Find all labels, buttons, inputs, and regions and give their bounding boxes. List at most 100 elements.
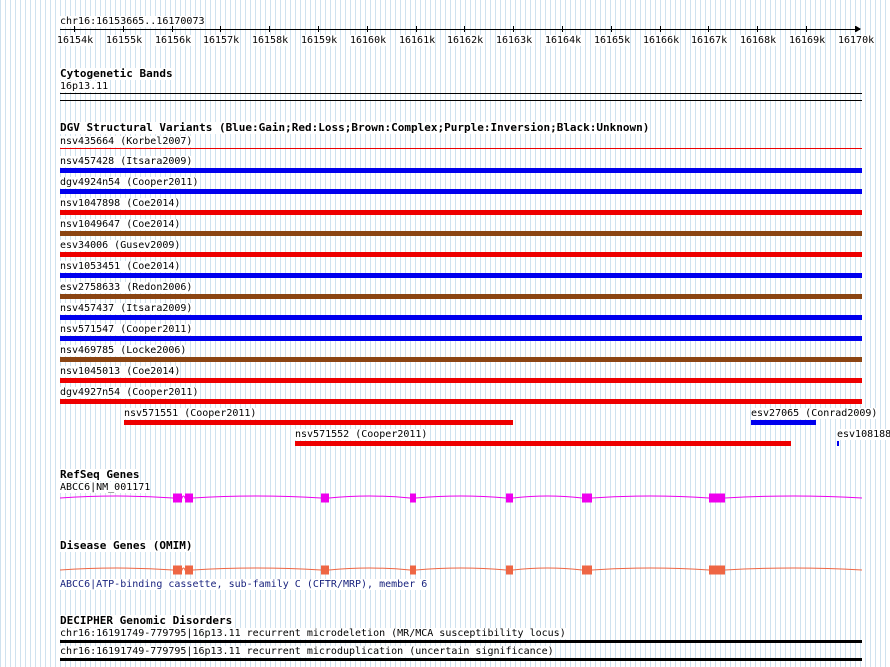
ruler-tick-mark bbox=[367, 26, 368, 32]
ruler-tick-label: 16157k bbox=[203, 35, 240, 46]
decipher-title: DECIPHER Genomic Disorders bbox=[60, 614, 233, 627]
dgv-variant-bar-gain[interactable] bbox=[60, 273, 862, 278]
dgv-variant-bar-loss[interactable] bbox=[60, 148, 862, 149]
ruler-tick-label: 16158k bbox=[252, 35, 289, 46]
ruler-tick-mark bbox=[123, 26, 124, 32]
ruler-tick-mark bbox=[269, 26, 270, 32]
ruler-tick-label: 16166k bbox=[643, 35, 680, 46]
ruler-tick-mark bbox=[172, 26, 173, 32]
refseq-title: RefSeq Genes bbox=[60, 468, 140, 481]
omim-exon[interactable] bbox=[506, 565, 513, 575]
ruler-tick-mark bbox=[220, 26, 221, 32]
ruler-tick-mark bbox=[513, 26, 514, 32]
dgv-variant-bar-complex[interactable] bbox=[60, 231, 862, 236]
dgv-variant-bar-loss[interactable] bbox=[295, 441, 791, 446]
ruler-axis bbox=[60, 29, 860, 30]
dgv-variant-label[interactable]: esv108188 bbox=[837, 429, 890, 440]
dgv-variant-label[interactable]: nsv1045013 (Coe2014) bbox=[60, 366, 181, 377]
dgv-variant-label[interactable]: esv2758633 (Redon2006) bbox=[60, 282, 193, 293]
dgv-variant-label[interactable]: nsv435664 (Korbel2007) bbox=[60, 136, 193, 147]
disease-title: Disease Genes (OMIM) bbox=[60, 539, 193, 552]
ruler-tick-label: 16165k bbox=[594, 35, 631, 46]
omim-exon[interactable] bbox=[582, 565, 592, 575]
ruler-tick-label: 16164k bbox=[545, 35, 582, 46]
dgv-variant-label[interactable]: esv27065 (Conrad2009) bbox=[751, 408, 878, 419]
cytoband-outline-top bbox=[60, 93, 862, 94]
dgv-variant-bar-gain[interactable] bbox=[751, 420, 816, 425]
dgv-variant-label[interactable]: nsv1053451 (Coe2014) bbox=[60, 261, 181, 272]
ruler-tick-label: 16163k bbox=[496, 35, 533, 46]
dgv-variant-label[interactable]: nsv457428 (Itsara2009) bbox=[60, 156, 193, 167]
dgv-variant-label[interactable]: nsv1047898 (Coe2014) bbox=[60, 198, 181, 209]
dgv-variant-label[interactable]: nsv457437 (Itsara2009) bbox=[60, 303, 193, 314]
ruler-tick-label: 16156k bbox=[155, 35, 192, 46]
ruler-tick-mark bbox=[708, 26, 709, 32]
cytobands-title: Cytogenetic Bands bbox=[60, 67, 173, 80]
omim-exon[interactable] bbox=[709, 565, 725, 575]
ruler-tick-label: 16168k bbox=[740, 35, 777, 46]
decipher-item-duplication[interactable]: chr16:16191749-779795|16p13.11 recurrent… bbox=[60, 646, 554, 657]
dgv-variant-label[interactable]: esv34006 (Gusev2009) bbox=[60, 240, 181, 251]
omim-exon[interactable] bbox=[173, 565, 182, 575]
ruler-tick-mark bbox=[806, 26, 807, 32]
ruler-location: chr16:16153665..16170073 bbox=[60, 16, 205, 27]
dgv-variant-label[interactable]: dgv4924n54 (Cooper2011) bbox=[60, 177, 199, 188]
ruler-tick-label: 16169k bbox=[789, 35, 826, 46]
ruler-tick-mark bbox=[74, 26, 75, 32]
dgv-variant-bar-complex[interactable] bbox=[60, 294, 862, 299]
disease-gene-description[interactable]: ABCC6|ATP-binding cassette, sub-family C… bbox=[60, 579, 428, 590]
refseq-exon[interactable] bbox=[709, 493, 725, 503]
refseq-exon[interactable] bbox=[410, 493, 416, 503]
dgv-variant-label[interactable]: nsv571552 (Cooper2011) bbox=[295, 429, 428, 440]
cytoband-outline-bottom bbox=[60, 100, 862, 101]
dgv-variant-label[interactable]: nsv469785 (Locke2006) bbox=[60, 345, 187, 356]
ruler-tick-mark bbox=[611, 26, 612, 32]
dgv-variant-bar-gain[interactable] bbox=[60, 189, 862, 194]
omim-exon[interactable] bbox=[321, 565, 329, 575]
ruler-tick-label: 16160k bbox=[350, 35, 387, 46]
dgv-variant-label[interactable]: nsv571551 (Cooper2011) bbox=[124, 408, 257, 419]
ruler-tick-label: 16154k bbox=[57, 35, 94, 46]
ruler-tick-label: 16170k bbox=[838, 35, 875, 46]
ruler-tick-mark bbox=[318, 26, 319, 32]
dgv-variant-bar-complex[interactable] bbox=[60, 357, 862, 362]
ruler-tick-mark bbox=[855, 26, 856, 32]
ruler-tick-mark bbox=[416, 26, 417, 32]
decipher-item-deletion[interactable]: chr16:16191749-779795|16p13.11 recurrent… bbox=[60, 628, 566, 639]
ruler-tick-label: 16155k bbox=[106, 35, 143, 46]
ruler-arrow bbox=[856, 26, 861, 32]
dgv-variant-bar-gain[interactable] bbox=[60, 315, 862, 320]
refseq-exon[interactable] bbox=[321, 493, 329, 503]
refseq-exon[interactable] bbox=[173, 493, 182, 503]
dgv-variant-bar-loss[interactable] bbox=[60, 378, 862, 383]
dgv-variant-bar-loss[interactable] bbox=[124, 420, 513, 425]
dgv-variant-bar-gain[interactable] bbox=[60, 168, 862, 173]
dgv-variant-bar-loss[interactable] bbox=[60, 252, 862, 257]
ruler-tick-label: 16159k bbox=[301, 35, 338, 46]
refseq-exon[interactable] bbox=[506, 493, 513, 503]
dgv-title: DGV Structural Variants (Blue:Gain;Red:L… bbox=[60, 121, 650, 134]
ruler-tick-mark bbox=[562, 26, 563, 32]
ruler-tick-label: 16162k bbox=[447, 35, 484, 46]
dgv-variant-bar-loss[interactable] bbox=[60, 210, 862, 215]
cytoband-label: 16p13.11 bbox=[60, 81, 109, 92]
dgv-variant-bar-loss[interactable] bbox=[60, 399, 862, 404]
refseq-gene-label[interactable]: ABCC6|NM_001171 bbox=[60, 482, 151, 493]
dgv-variant-label[interactable]: nsv571547 (Cooper2011) bbox=[60, 324, 193, 335]
ruler-tick-mark bbox=[660, 26, 661, 32]
ruler-tick-label: 16167k bbox=[691, 35, 728, 46]
decipher-duplication-bar[interactable] bbox=[60, 658, 862, 661]
omim-exon[interactable] bbox=[185, 565, 193, 575]
dgv-variant-label[interactable]: nsv1049647 (Coe2014) bbox=[60, 219, 181, 230]
refseq-exon[interactable] bbox=[582, 493, 592, 503]
dgv-variant-bar-gain[interactable] bbox=[60, 336, 862, 341]
decipher-deletion-bar[interactable] bbox=[60, 640, 862, 643]
ruler-tick-mark bbox=[464, 26, 465, 32]
ruler-tick-label: 16161k bbox=[399, 35, 436, 46]
ruler-tick-mark bbox=[757, 26, 758, 32]
omim-exon[interactable] bbox=[410, 565, 416, 575]
dgv-variant-label[interactable]: dgv4927n54 (Cooper2011) bbox=[60, 387, 199, 398]
refseq-exon[interactable] bbox=[185, 493, 193, 503]
dgv-variant-bar-gain[interactable] bbox=[837, 441, 839, 446]
